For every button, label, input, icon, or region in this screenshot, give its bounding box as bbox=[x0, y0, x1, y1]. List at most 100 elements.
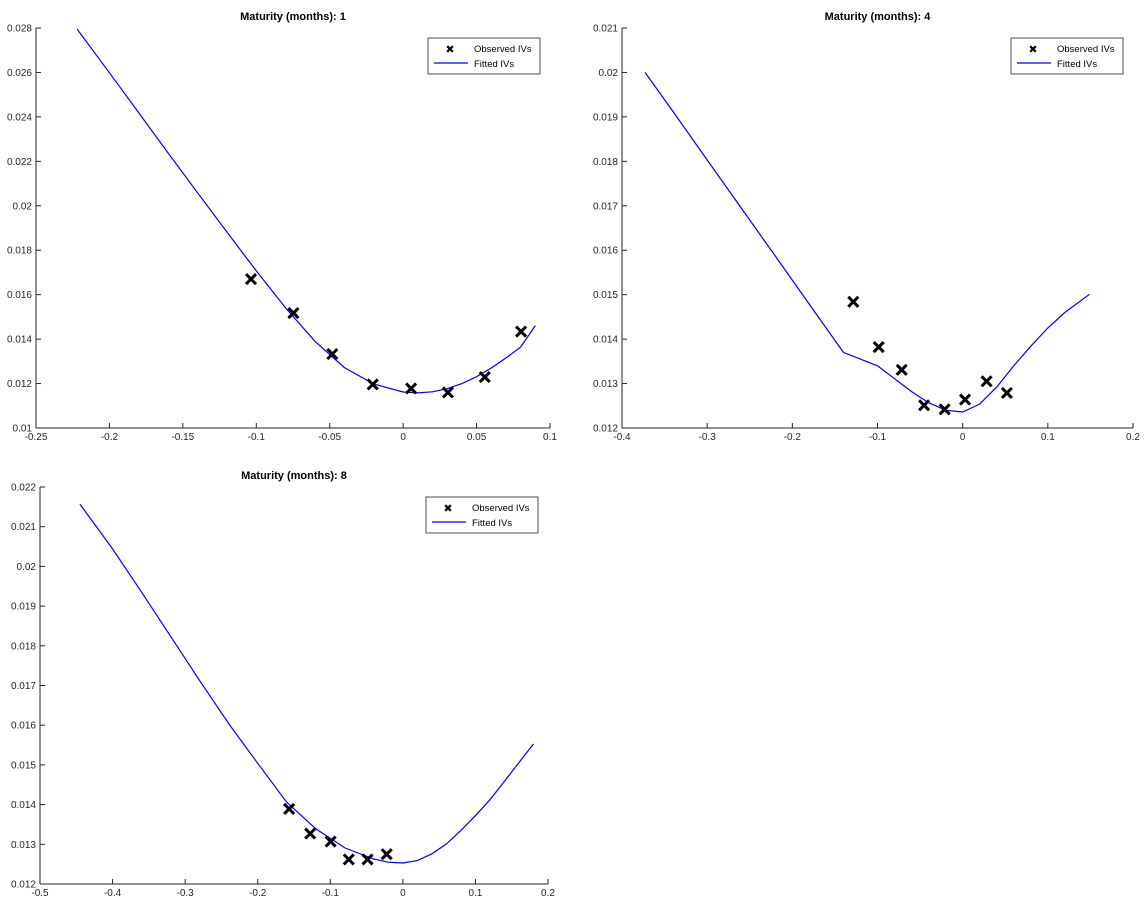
y-tick-label: 0.022 bbox=[7, 157, 32, 168]
legend-label-fitted: Fitted IVs bbox=[1057, 59, 1097, 70]
legend-marker-observed bbox=[1029, 45, 1037, 53]
x-tick-label: 0.1 bbox=[543, 432, 557, 443]
x-tick-label: 0 bbox=[960, 432, 966, 443]
x-tick-label: -0.3 bbox=[177, 888, 195, 899]
legend-box bbox=[425, 496, 539, 534]
marker-stroke bbox=[342, 853, 355, 866]
marker-stroke bbox=[287, 307, 300, 320]
x-tick-label: 0.1 bbox=[468, 888, 482, 899]
observed-iv-point bbox=[847, 295, 860, 308]
marker-stroke bbox=[847, 295, 860, 308]
subplot-title: Maturity (months): 4 bbox=[825, 11, 932, 23]
x-tick-label: 0.2 bbox=[541, 888, 555, 899]
y-tick-label: 0.021 bbox=[11, 522, 36, 533]
x-tick-label: -0.2 bbox=[249, 888, 267, 899]
marker-stroke bbox=[938, 403, 951, 416]
legend-marker-observed bbox=[446, 45, 454, 53]
observed-iv-point bbox=[244, 273, 258, 286]
y-tick-label: 0.021 bbox=[593, 24, 618, 35]
legend-label-fitted: Fitted IVs bbox=[472, 518, 512, 529]
x-tick-label: -0.4 bbox=[104, 888, 122, 899]
fitted-iv-line bbox=[79, 503, 534, 864]
y-tick-label: 0.015 bbox=[593, 290, 618, 301]
subplot-3: -0.5 -0.4 -0.3 -0.2 -0.1 0 0.1 0.2 0.012 0.013 0.0… bbox=[11, 470, 555, 899]
y-tick-label: 0.017 bbox=[11, 681, 36, 692]
x-tick-label: -0.1 bbox=[322, 888, 340, 899]
marker-stroke bbox=[515, 325, 528, 338]
observed-iv-point bbox=[980, 375, 993, 388]
observed-iv-point bbox=[872, 341, 885, 354]
legend-label-observed: Observed IVs bbox=[474, 44, 532, 55]
y-tick-label: 0.014 bbox=[11, 800, 36, 811]
observed-iv-point bbox=[938, 403, 951, 416]
y-tick-label: 0.02 bbox=[599, 68, 619, 79]
y-tick-label: 0.014 bbox=[593, 335, 618, 346]
x-tick-label: -0.1 bbox=[248, 432, 266, 443]
y-tick-label: 0.024 bbox=[7, 112, 32, 123]
observed-iv-point bbox=[361, 853, 374, 866]
observed-iv-point bbox=[405, 382, 418, 395]
y-tick-label: 0.026 bbox=[7, 68, 32, 79]
y-tick-label: 0.012 bbox=[593, 424, 618, 435]
observed-iv-point bbox=[918, 399, 931, 412]
x-tick-label: 0.05 bbox=[467, 432, 487, 443]
x-tick-label: -0.4 bbox=[613, 432, 631, 443]
legend-box bbox=[1010, 37, 1124, 75]
legend: Observed IVs Fitted IVs bbox=[427, 37, 541, 75]
observed-iv-point bbox=[342, 853, 355, 866]
x-tick-label: -0.3 bbox=[699, 432, 717, 443]
marker-stroke bbox=[304, 827, 317, 840]
subplot-title: Maturity (months): 1 bbox=[240, 11, 346, 23]
observed-iv-point bbox=[326, 347, 339, 361]
observed-iv-point bbox=[324, 835, 337, 848]
y-tick-label: 0.018 bbox=[7, 246, 32, 257]
legend: Observed IVs Fitted IVs bbox=[425, 496, 539, 534]
marker-stroke bbox=[980, 375, 993, 388]
marker-stroke bbox=[1000, 386, 1013, 399]
y-tick-label: 0.017 bbox=[593, 201, 618, 212]
observed-iv-point bbox=[441, 386, 454, 399]
y-tick-label: 0.013 bbox=[593, 379, 618, 390]
observed-iv-point bbox=[304, 827, 317, 840]
observed-iv-point bbox=[287, 307, 300, 320]
y-tick-label: 0.015 bbox=[11, 760, 36, 771]
observed-iv-point bbox=[380, 848, 393, 861]
x-tick-label: -0.1 bbox=[869, 432, 887, 443]
fitted-iv-line bbox=[644, 72, 1090, 413]
y-tick-label: 0.013 bbox=[11, 840, 36, 851]
observed-iv-point bbox=[1000, 386, 1013, 399]
x-tick-label: -0.05 bbox=[318, 432, 341, 443]
legend-label-observed: Observed IVs bbox=[1057, 44, 1115, 55]
y-tick-label: 0.019 bbox=[11, 602, 36, 613]
marker-stroke bbox=[444, 504, 452, 512]
subplot-1: -0.25 -0.2 -0.15 -0.1 -0.05 0 0.05 0.1 0.01 0.012… bbox=[7, 11, 557, 443]
y-tick-label: 0.022 bbox=[11, 483, 36, 494]
y-tick-label: 0.016 bbox=[593, 246, 618, 257]
y-tick-label: 0.01 bbox=[13, 424, 33, 435]
observed-iv-point bbox=[478, 371, 491, 384]
fitted-iv-line bbox=[76, 28, 536, 394]
y-tick-label: 0.02 bbox=[17, 562, 37, 573]
y-tick-label: 0.02 bbox=[13, 201, 33, 212]
y-tick-label: 0.028 bbox=[7, 24, 32, 35]
subplot-2: -0.4 -0.3 -0.2 -0.1 0 0.1 0.2 0.012 0.013 0.014 0.… bbox=[593, 11, 1140, 443]
marker-stroke bbox=[361, 853, 374, 866]
marker-stroke bbox=[478, 371, 491, 384]
y-tick-label: 0.018 bbox=[11, 641, 36, 652]
marker-stroke bbox=[405, 382, 418, 395]
y-tick-label: 0.012 bbox=[11, 880, 36, 891]
marker-stroke bbox=[958, 393, 972, 406]
subplot-title: Maturity (months): 8 bbox=[241, 470, 347, 482]
observed-iv-point bbox=[895, 363, 908, 376]
legend-label-observed: Observed IVs bbox=[472, 503, 530, 514]
y-tick-label: 0.018 bbox=[593, 157, 618, 168]
marker-stroke bbox=[918, 399, 931, 412]
x-tick-label: -0.2 bbox=[101, 432, 119, 443]
observed-iv-point bbox=[515, 325, 528, 338]
legend: Observed IVs Fitted IVs bbox=[1010, 37, 1124, 75]
y-tick-label: 0.019 bbox=[593, 112, 618, 123]
marker-stroke bbox=[1029, 45, 1037, 53]
x-tick-label: -0.2 bbox=[784, 432, 802, 443]
y-tick-label: 0.016 bbox=[11, 721, 36, 732]
